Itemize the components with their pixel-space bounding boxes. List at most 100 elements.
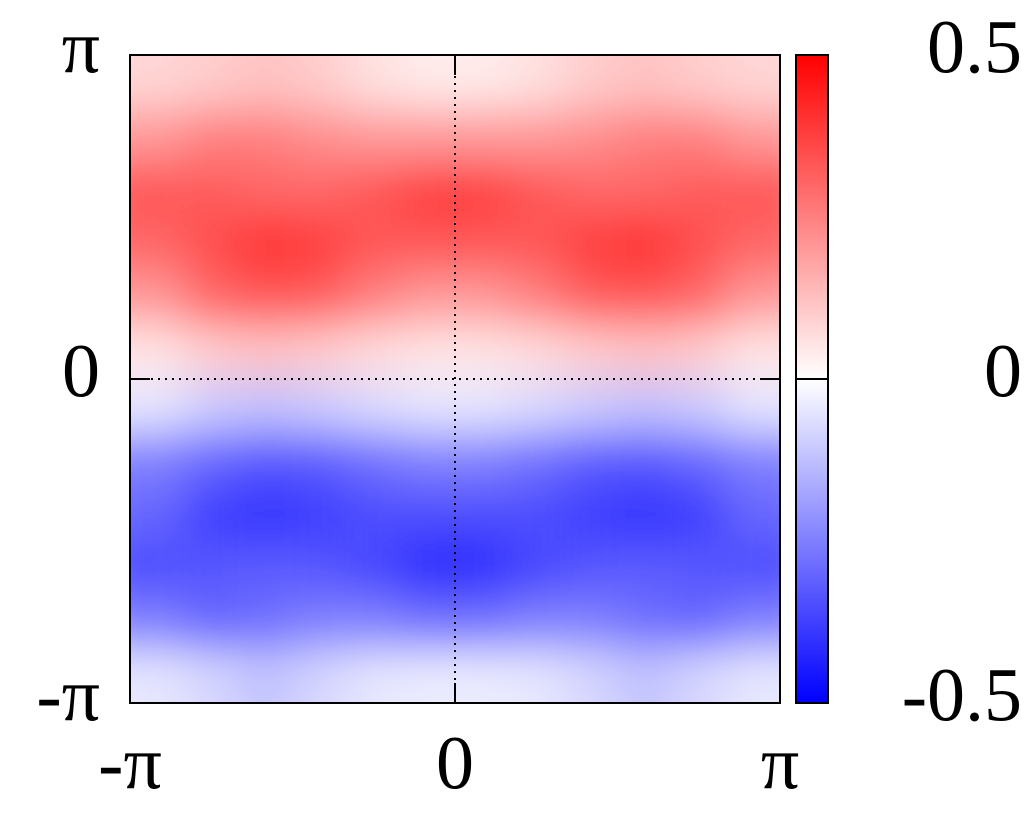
- heat-cell: [725, 487, 780, 542]
- heat-cell: [238, 487, 293, 542]
- heat-cell: [563, 649, 618, 703]
- heat-cell: [292, 379, 348, 434]
- heat-cell: [455, 379, 510, 434]
- heat-cell: [671, 433, 727, 488]
- heat-cell: [563, 55, 618, 110]
- heat-cell: [509, 163, 564, 218]
- heat-cell: [671, 541, 727, 596]
- heat-cell: [346, 109, 402, 164]
- heat-cell: [725, 163, 780, 218]
- heat-cell: [238, 271, 293, 326]
- x-tick-label: π: [761, 721, 799, 805]
- heat-cell: [617, 55, 673, 110]
- heat-cell: [671, 271, 727, 326]
- heat-cell: [671, 595, 727, 650]
- heat-cell: [346, 595, 402, 650]
- heat-cell: [509, 595, 564, 650]
- heat-cell: [238, 649, 293, 703]
- heat-cell: [184, 217, 239, 272]
- heat-cell: [725, 541, 780, 596]
- heat-cell: [130, 109, 185, 164]
- heat-cell: [238, 109, 293, 164]
- heat-cell: [130, 595, 185, 650]
- colorbar-tick-label: 0.5: [927, 5, 1022, 89]
- heat-cell: [725, 595, 780, 650]
- heat-cell: [455, 325, 510, 380]
- heat-cell: [725, 649, 780, 703]
- heat-cell: [617, 487, 673, 542]
- heat-cell: [346, 325, 402, 380]
- heat-cell: [509, 217, 564, 272]
- heat-cell: [184, 379, 239, 434]
- x-tick-label: -π: [98, 721, 162, 805]
- heat-cell: [455, 217, 510, 272]
- heat-cell: [509, 271, 564, 326]
- heat-cell: [130, 217, 185, 272]
- heat-cell: [400, 541, 456, 596]
- heat-cell: [455, 163, 510, 218]
- heat-cell: [292, 217, 348, 272]
- heat-cell: [238, 217, 293, 272]
- heat-cell: [671, 55, 727, 110]
- heat-cell: [617, 325, 673, 380]
- heat-cell: [725, 325, 780, 380]
- heat-cell: [617, 271, 673, 326]
- heat-cell: [292, 649, 348, 703]
- heat-cell: [292, 163, 348, 218]
- heat-cell: [238, 55, 293, 110]
- heat-cell: [617, 163, 673, 218]
- heat-cell: [671, 163, 727, 218]
- heat-cell: [509, 649, 564, 703]
- heat-cell: [292, 55, 348, 110]
- heat-cell: [725, 379, 780, 434]
- heat-cell: [400, 433, 456, 488]
- heat-cell: [184, 595, 239, 650]
- heat-cell: [455, 649, 510, 703]
- heat-cell: [292, 109, 348, 164]
- heat-cell: [130, 55, 185, 110]
- heat-cell: [292, 541, 348, 596]
- heat-cell: [130, 541, 185, 596]
- heat-cell: [130, 379, 185, 434]
- colorbar-tick-label: 0: [984, 329, 1022, 413]
- heat-cell: [725, 217, 780, 272]
- heat-cell: [563, 433, 618, 488]
- heat-cell: [400, 163, 456, 218]
- heat-cell: [400, 217, 456, 272]
- heat-cell: [671, 325, 727, 380]
- heat-cell: [292, 595, 348, 650]
- heat-cell: [346, 271, 402, 326]
- y-tick-label: 0: [62, 329, 100, 413]
- heat-cell: [184, 325, 239, 380]
- heat-cell: [725, 55, 780, 110]
- heat-cell: [509, 325, 564, 380]
- colorbar-tick-label: -0.5: [902, 653, 1022, 737]
- heat-cell: [130, 487, 185, 542]
- heat-cell: [346, 55, 402, 110]
- heat-cell: [184, 541, 239, 596]
- heat-cell: [617, 595, 673, 650]
- heat-cell: [184, 271, 239, 326]
- heat-cell: [130, 325, 185, 380]
- heat-cell: [563, 109, 618, 164]
- heat-cell: [238, 163, 293, 218]
- heat-cell: [509, 433, 564, 488]
- heat-cell: [671, 217, 727, 272]
- heat-cell: [292, 271, 348, 326]
- heat-cell: [617, 433, 673, 488]
- heat-cell: [400, 55, 456, 110]
- heat-cell: [130, 163, 185, 218]
- heat-cell: [725, 271, 780, 326]
- heat-cell: [130, 433, 185, 488]
- heat-cell: [563, 163, 618, 218]
- heat-cell: [346, 379, 402, 434]
- heat-cell: [130, 271, 185, 326]
- heat-cell: [184, 55, 239, 110]
- heat-cell: [292, 433, 348, 488]
- heat-cell: [563, 595, 618, 650]
- heat-cell: [238, 541, 293, 596]
- heat-cell: [130, 649, 185, 703]
- heat-cell: [346, 487, 402, 542]
- heat-cell: [455, 541, 510, 596]
